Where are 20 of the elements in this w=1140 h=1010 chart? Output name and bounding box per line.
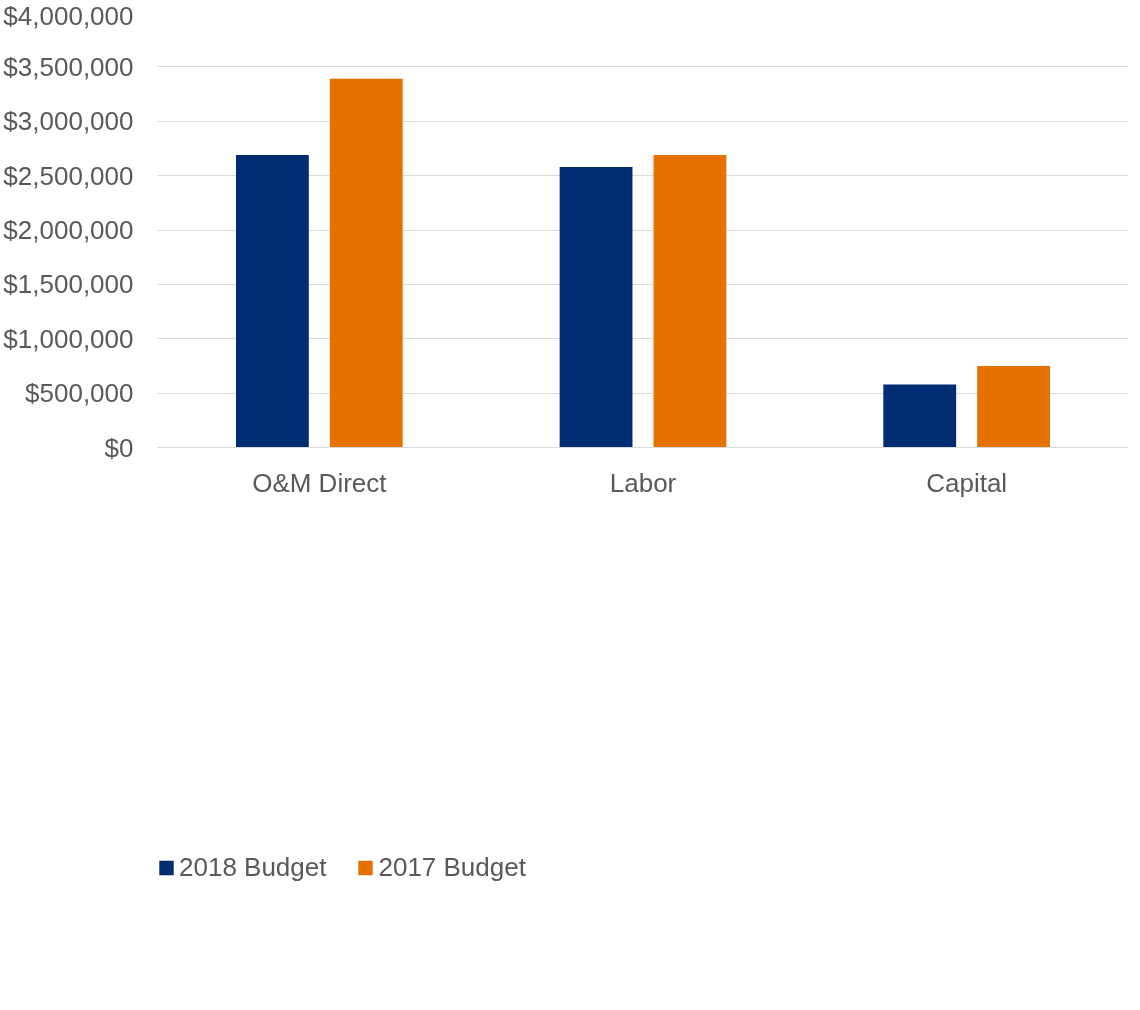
legend-label: 2018 Budget <box>179 851 327 883</box>
bar <box>559 166 633 448</box>
bar <box>235 154 309 448</box>
bar <box>977 365 1051 448</box>
y-tick-label: $0 <box>104 432 134 463</box>
y-tick-label: $2,000,000 <box>3 215 134 245</box>
legend-label: 2017 Budget <box>378 851 526 883</box>
bar <box>653 154 727 448</box>
x-tick-label: Capital <box>926 467 1008 498</box>
bar <box>883 384 957 448</box>
x-tick-label: O&M Direct <box>252 467 388 498</box>
y-tick-label: $1,000,000 <box>3 323 134 354</box>
y-tick-label: $500,000 <box>25 378 134 409</box>
bar <box>329 78 403 448</box>
y-tick-label: $2,500,000 <box>3 160 134 191</box>
y-tick-label: $1,500,000 <box>3 269 134 300</box>
x-tick-label: Labor <box>609 467 677 498</box>
y-tick-label: $3,500,000 <box>3 51 134 82</box>
y-tick-label: $3,000,000 <box>3 106 134 137</box>
y-tick-label: $4,000,000 <box>3 0 134 31</box>
